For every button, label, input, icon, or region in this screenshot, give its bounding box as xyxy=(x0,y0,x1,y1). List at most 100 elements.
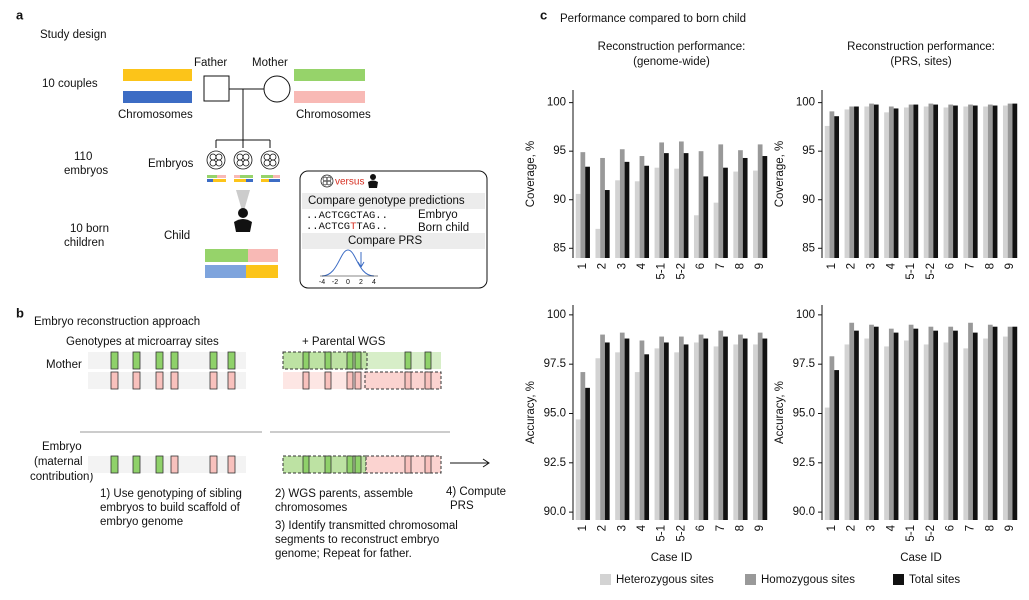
bar xyxy=(664,342,669,520)
bar xyxy=(595,358,601,520)
text: Mother xyxy=(46,359,82,371)
chromosome xyxy=(123,69,192,81)
bar xyxy=(893,332,899,520)
x-tick-label: 3 xyxy=(866,263,878,269)
bar xyxy=(698,334,704,520)
father-symbol xyxy=(203,75,230,102)
bar xyxy=(992,105,998,259)
bar xyxy=(869,103,874,259)
bar xyxy=(654,348,660,520)
bar xyxy=(903,340,909,520)
chromosome xyxy=(294,69,365,81)
bar xyxy=(987,324,993,520)
text: embryos xyxy=(64,165,108,177)
left-tracks xyxy=(110,351,236,474)
text: 2 xyxy=(359,279,363,286)
bar xyxy=(600,334,605,520)
embryo-icon xyxy=(320,174,334,188)
chromosome xyxy=(123,91,192,103)
bar xyxy=(943,107,949,258)
y-axis-label: Coverage, % xyxy=(774,141,786,207)
bar xyxy=(703,176,709,258)
y-tick-label: 100 xyxy=(547,309,566,321)
bar xyxy=(849,106,855,258)
legend-swatch xyxy=(893,574,904,585)
bar xyxy=(738,150,743,258)
bar xyxy=(634,181,640,258)
bar xyxy=(580,152,586,258)
text: -4 xyxy=(319,279,325,286)
bar xyxy=(624,338,630,520)
text: Born child xyxy=(418,222,469,234)
chromosome xyxy=(205,265,246,278)
bar xyxy=(913,328,919,520)
y-tick-label: 90 xyxy=(802,194,815,206)
x-tick-label: 8 xyxy=(984,525,996,531)
x-tick-label: 9 xyxy=(1004,525,1016,531)
x-tick-label: 9 xyxy=(1004,263,1016,269)
x-tick-label: 7 xyxy=(965,263,977,269)
x-tick-label: 5-2 xyxy=(925,525,937,542)
x-tick-label: 8 xyxy=(734,263,746,269)
bar xyxy=(615,352,620,520)
x-tick-label: 5-1 xyxy=(656,525,668,542)
bar xyxy=(742,338,748,520)
x-tick-label: 5-2 xyxy=(675,263,687,280)
bar xyxy=(703,338,709,520)
text: Embryo xyxy=(42,441,82,453)
x-tick-label: 2 xyxy=(846,263,858,269)
bar xyxy=(624,161,630,258)
bar xyxy=(923,106,929,258)
bar xyxy=(928,103,934,259)
bar xyxy=(864,106,870,258)
text: Compare genotype predictions xyxy=(308,195,465,207)
text: (maternal xyxy=(34,456,83,468)
bar xyxy=(604,190,610,258)
x-tick-label: 7 xyxy=(715,525,727,531)
x-tick-label: 4 xyxy=(885,262,897,269)
chart-title: Reconstruction performance: xyxy=(847,41,995,53)
chromosome xyxy=(246,265,278,278)
bar xyxy=(987,104,993,259)
bar xyxy=(992,326,998,520)
bar xyxy=(953,330,958,520)
x-tick-label: 4 xyxy=(636,524,648,531)
bar xyxy=(983,338,988,520)
sequence-variant: T xyxy=(350,221,356,233)
text: Embryo xyxy=(418,209,458,221)
panel-label: a xyxy=(16,7,24,22)
right-tracks xyxy=(282,351,442,474)
bar xyxy=(762,156,768,258)
arrow xyxy=(450,458,490,468)
bar xyxy=(585,387,590,520)
x-tick-label: 3 xyxy=(866,525,878,531)
legend-swatch xyxy=(600,574,611,585)
bar xyxy=(824,125,830,258)
bar xyxy=(585,166,590,258)
legend-swatch xyxy=(745,574,756,585)
text: contribution) xyxy=(30,471,93,483)
bar xyxy=(829,356,835,520)
x-tick-label: 1 xyxy=(577,263,589,269)
bar xyxy=(864,338,870,520)
bar xyxy=(619,149,625,258)
y-tick-label: 100 xyxy=(547,97,566,109)
text: 110 xyxy=(74,151,92,163)
bar xyxy=(972,105,978,259)
track-background xyxy=(88,352,246,473)
bar xyxy=(693,342,699,520)
x-tick-label: 5-1 xyxy=(656,263,668,280)
text: versus xyxy=(335,177,364,188)
bar xyxy=(933,104,939,259)
text: + Parental WGS xyxy=(302,336,386,348)
bar xyxy=(972,332,978,520)
x-tick-label: 8 xyxy=(984,263,996,269)
x-tick-label: 2 xyxy=(597,525,609,531)
bar xyxy=(854,330,859,520)
bar xyxy=(943,342,949,520)
x-tick-label: 2 xyxy=(597,263,609,269)
chromosome xyxy=(205,249,248,262)
mother-symbol xyxy=(263,75,291,103)
child-icon xyxy=(368,174,378,188)
x-tick-label: 5-1 xyxy=(905,263,917,280)
